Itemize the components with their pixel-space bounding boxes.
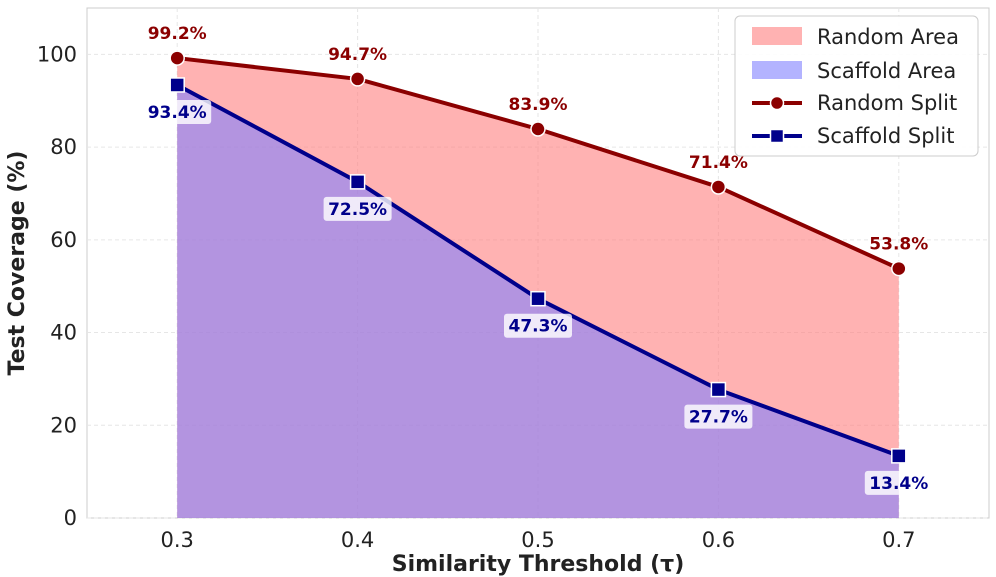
- x-tick-label: 0.6: [702, 528, 735, 552]
- random-split-point: [892, 262, 906, 276]
- random-split-point: [711, 180, 725, 194]
- scaffold-split-data-label: 47.3%: [509, 317, 568, 337]
- y-tick-label: 80: [50, 135, 77, 159]
- legend-scaffold-marker: [771, 130, 784, 143]
- legend-random-area-label: Random Area: [817, 25, 959, 49]
- legend: Random Area Scaffold Area Random Split S…: [735, 16, 978, 156]
- y-tick-label: 60: [50, 228, 77, 252]
- scaffold-split-point: [531, 292, 545, 306]
- y-tick-label: 0: [64, 506, 77, 530]
- random-split-point: [170, 51, 184, 65]
- scaffold-split-point: [892, 449, 906, 463]
- legend-scaffold-area-label: Scaffold Area: [817, 59, 956, 83]
- scaffold-split-point: [711, 383, 725, 397]
- scaffold-split-data-label: 13.4%: [869, 474, 928, 494]
- random-split-data-label: 53.8%: [869, 235, 928, 255]
- y-tick-label: 40: [50, 321, 77, 345]
- legend-random-marker: [771, 97, 784, 110]
- y-tick-label: 100: [37, 42, 77, 66]
- legend-random-line-label: Random Split: [817, 91, 957, 115]
- x-axis-title: Similarity Threshold (τ): [392, 552, 685, 577]
- legend-scaffold-area-swatch: [752, 61, 802, 79]
- scaffold-split-point: [351, 175, 365, 189]
- random-split-point: [531, 122, 545, 136]
- random-split-data-label: 99.2%: [148, 24, 207, 44]
- x-tick-label: 0.5: [521, 528, 554, 552]
- scaffold-split-data-label: 27.7%: [689, 408, 748, 428]
- coverage-chart: 99.2%94.7%83.9%71.4%53.8%93.4%72.5%47.3%…: [0, 0, 996, 577]
- y-axis-title: Test Coverage (%): [5, 151, 30, 376]
- y-tick-label: 20: [50, 413, 77, 437]
- random-split-point: [351, 72, 365, 86]
- x-tick-label: 0.4: [341, 528, 374, 552]
- scaffold-split-data-label: 72.5%: [328, 200, 387, 220]
- scaffold-split-point: [170, 78, 184, 92]
- random-split-data-label: 83.9%: [509, 95, 568, 115]
- legend-random-area-swatch: [752, 27, 802, 45]
- x-tick-label: 0.3: [160, 528, 193, 552]
- scaffold-split-data-label: 93.4%: [148, 103, 207, 123]
- x-tick-label: 0.7: [882, 528, 915, 552]
- random-split-data-label: 94.7%: [328, 45, 387, 65]
- legend-scaffold-line-label: Scaffold Split: [817, 124, 954, 148]
